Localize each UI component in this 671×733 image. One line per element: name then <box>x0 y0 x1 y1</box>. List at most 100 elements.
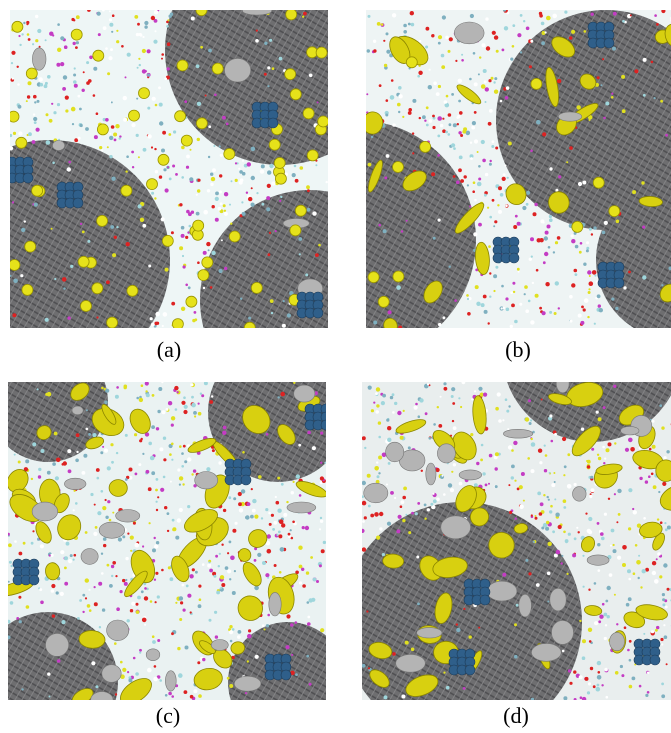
molecule-atom <box>507 177 509 179</box>
molecule-atom <box>491 145 494 148</box>
molecule-atom <box>88 433 91 436</box>
molecule-atom <box>307 622 311 626</box>
molecule-atom <box>588 517 592 521</box>
molecule-atom <box>450 488 454 492</box>
molecule-atom <box>604 458 606 460</box>
molecule-atom <box>171 632 174 635</box>
molecule-atom <box>67 449 71 453</box>
molecule-atom <box>240 298 242 300</box>
molecule-atom <box>492 140 495 143</box>
molecule-atom <box>77 617 80 620</box>
molecule-atom <box>49 119 53 123</box>
molecule-atom <box>40 601 44 605</box>
molecule-atom <box>530 237 534 241</box>
yellow-sphere <box>32 185 43 196</box>
molecule-atom <box>77 137 80 140</box>
molecule-atom <box>91 661 95 665</box>
molecule-atom <box>319 528 321 530</box>
molecule-atom <box>45 318 49 322</box>
molecule-atom <box>155 41 157 43</box>
molecule-atom <box>642 275 646 279</box>
molecule-atom <box>197 189 200 192</box>
molecule-atom <box>531 514 533 516</box>
molecule-atom <box>82 89 85 92</box>
molecule-atom <box>306 571 309 574</box>
molecule-atom <box>425 46 428 49</box>
molecule-atom <box>163 168 166 171</box>
molecule-atom <box>281 483 284 486</box>
molecule-atom <box>116 607 120 611</box>
molecule-atom <box>498 186 502 190</box>
molecule-atom <box>368 163 372 167</box>
molecule-atom <box>299 565 303 569</box>
molecule-atom <box>437 135 440 138</box>
molecule-atom <box>279 57 283 61</box>
yellow-sphere <box>71 29 82 40</box>
molecule-atom <box>219 174 222 177</box>
molecule-atom <box>134 15 138 19</box>
molecule-atom <box>386 154 390 158</box>
molecule-atom <box>165 268 169 272</box>
molecule-atom <box>597 684 600 687</box>
molecule-atom <box>51 228 53 230</box>
molecule-atom <box>401 500 405 504</box>
molecule-atom <box>528 399 531 402</box>
molecule-atom <box>39 77 43 81</box>
molecule-atom <box>478 73 480 75</box>
molecule-atom <box>502 419 504 421</box>
molecule-atom <box>597 543 600 546</box>
molecule-atom <box>496 50 499 53</box>
molecule-atom <box>99 626 101 628</box>
molecule-atom <box>514 623 517 626</box>
molecule-atom <box>177 647 180 650</box>
molecule-atom <box>185 284 188 287</box>
yellow-sphere <box>26 68 37 79</box>
molecule-atom <box>196 64 200 68</box>
molecule-atom <box>378 456 382 460</box>
molecule-atom <box>183 445 186 448</box>
molecule-atom <box>135 672 139 676</box>
molecule-atom <box>154 148 156 150</box>
molecule-atom <box>571 239 575 243</box>
molecule-atom <box>68 161 71 164</box>
molecule-atom <box>156 509 158 511</box>
molecule-atom <box>602 231 606 235</box>
molecule-atom <box>52 462 56 466</box>
molecule-atom <box>142 618 147 623</box>
molecule-atom <box>186 166 189 169</box>
molecule-atom <box>283 513 287 517</box>
molecule-atom <box>67 316 70 319</box>
molecule-atom <box>494 35 498 39</box>
molecule-atom <box>362 501 367 506</box>
molecule-atom <box>628 578 631 581</box>
yellow-sphere <box>196 118 207 129</box>
molecule-atom <box>570 320 573 323</box>
molecule-atom <box>142 36 144 38</box>
molecule-atom <box>113 133 117 137</box>
molecule-atom <box>387 438 391 442</box>
molecule-atom <box>561 555 563 557</box>
molecule-atom <box>145 390 147 392</box>
molecule-atom <box>514 320 518 324</box>
molecule-atom <box>433 499 437 503</box>
molecule-atom <box>320 462 322 464</box>
molecule-atom <box>215 635 218 638</box>
molecule-atom <box>463 608 465 610</box>
yellow-sphere <box>202 257 213 268</box>
molecule-atom <box>230 556 235 561</box>
molecule-atom <box>525 417 529 421</box>
molecule-atom <box>371 409 374 412</box>
molecule-atom <box>386 99 389 102</box>
molecule-atom <box>40 544 44 548</box>
molecule-atom <box>605 102 609 106</box>
molecule-atom <box>92 433 96 437</box>
yellow-sphere <box>307 150 318 161</box>
molecule-atom <box>144 596 148 600</box>
molecule-atom <box>179 476 183 480</box>
molecule-atom <box>535 517 538 520</box>
molecule-atom <box>495 266 498 269</box>
molecule-atom <box>473 52 476 55</box>
molecule-atom <box>60 550 64 554</box>
panel-caption: (b) <box>505 337 531 362</box>
molecule-atom <box>427 383 429 385</box>
